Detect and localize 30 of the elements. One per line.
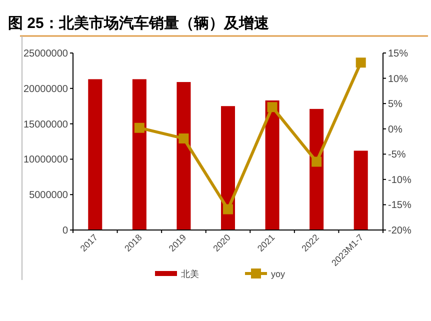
y2-tick-label: 5% xyxy=(388,99,403,110)
bar xyxy=(88,79,102,230)
y-tick-label: 5000000 xyxy=(29,190,68,202)
y-tick-label: 0 xyxy=(62,226,68,236)
chart-title: 图 25：北美市场汽车销量（辆）及增速 xyxy=(8,14,270,32)
point xyxy=(178,133,189,144)
y2-tick-label: -10% xyxy=(388,174,412,186)
point xyxy=(223,204,233,214)
bar xyxy=(265,100,280,230)
y-tick-label: 10000000 xyxy=(24,154,68,166)
y2-tick-label: -20% xyxy=(388,226,412,236)
bar xyxy=(176,82,191,230)
y2-tick-label: 0% xyxy=(388,124,403,136)
y2-tick-label: 15% xyxy=(388,48,408,60)
legend-label: 北美 xyxy=(181,269,199,279)
point xyxy=(267,102,278,112)
bar xyxy=(354,150,368,230)
y-tick-label: 20000000 xyxy=(24,84,68,95)
bar xyxy=(221,106,235,230)
bar xyxy=(132,79,146,230)
y2-tick-label: -15% xyxy=(388,200,412,212)
legend-label: yoy xyxy=(271,269,286,279)
bar xyxy=(310,108,324,230)
point xyxy=(356,58,366,68)
point xyxy=(134,122,144,133)
point xyxy=(312,156,322,167)
y-tick-label: 15000000 xyxy=(24,119,68,130)
y-tick-label: 25000000 xyxy=(24,48,68,60)
y2-tick-label: 10% xyxy=(388,74,408,85)
y2-tick-label: -5% xyxy=(388,150,406,161)
